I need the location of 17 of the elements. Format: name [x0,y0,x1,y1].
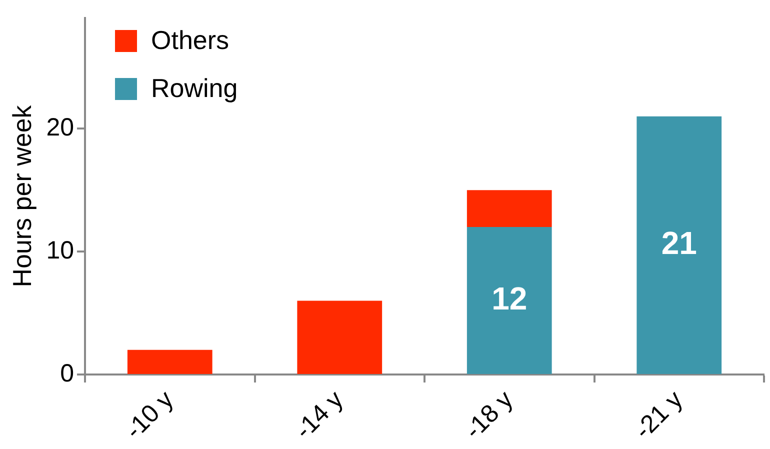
y-tick-label: 20 [46,114,74,142]
data-label: 21 [661,224,697,261]
bar [127,350,212,374]
x-tick-label: -14 y [290,385,350,445]
data-label: 12 [492,280,528,316]
bar [466,226,552,374]
bar [297,300,382,374]
y-axis-title: Hours per week [6,104,37,288]
bar [636,116,722,374]
legend-label: Others [151,25,230,56]
legend-label: Rowing [151,73,238,104]
x-tick-label: -21 y [629,385,689,445]
y-tick-label: 0 [60,359,74,388]
x-tick-label: -18 y [459,385,519,445]
x-tick-label: -10 y [120,385,180,445]
y-tick-label: 10 [46,236,74,264]
bar [466,190,552,227]
